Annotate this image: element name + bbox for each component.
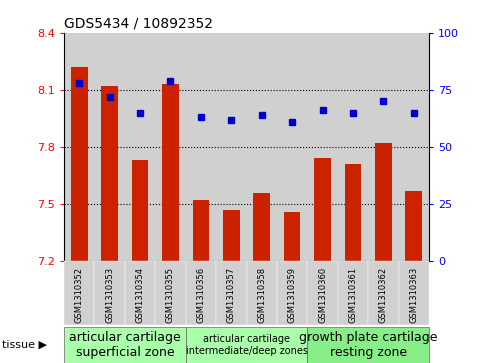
Bar xyxy=(375,143,391,261)
Text: articular cartilage
superficial zone: articular cartilage superficial zone xyxy=(69,331,181,359)
Text: GSM1310359: GSM1310359 xyxy=(287,267,297,323)
Text: growth plate cartilage
resting zone: growth plate cartilage resting zone xyxy=(299,331,437,359)
Bar xyxy=(132,160,148,261)
Bar xyxy=(64,33,95,261)
Text: GSM1310360: GSM1310360 xyxy=(318,267,327,323)
Text: GSM1310358: GSM1310358 xyxy=(257,267,266,323)
Text: GSM1310355: GSM1310355 xyxy=(166,267,175,323)
Text: GSM1310362: GSM1310362 xyxy=(379,267,388,323)
Bar xyxy=(368,33,398,261)
Bar xyxy=(246,33,277,261)
Bar xyxy=(284,212,300,261)
Bar xyxy=(345,164,361,261)
Bar xyxy=(277,33,307,261)
Text: GDS5434 / 10892352: GDS5434 / 10892352 xyxy=(64,16,213,30)
Text: GSM1310356: GSM1310356 xyxy=(196,267,206,323)
Text: GSM1310361: GSM1310361 xyxy=(349,267,357,323)
Bar xyxy=(95,33,125,261)
Bar xyxy=(216,33,246,261)
Text: GSM1310353: GSM1310353 xyxy=(105,267,114,323)
Bar xyxy=(125,33,155,261)
Text: articular cartilage
intermediate/deep zones: articular cartilage intermediate/deep zo… xyxy=(185,334,308,356)
Text: GSM1310354: GSM1310354 xyxy=(136,267,144,323)
Bar xyxy=(193,200,209,261)
Bar xyxy=(338,33,368,261)
Text: GSM1310363: GSM1310363 xyxy=(409,267,418,323)
Bar xyxy=(405,191,422,261)
Text: GSM1310352: GSM1310352 xyxy=(75,267,84,323)
Bar xyxy=(162,84,179,261)
Text: GSM1310357: GSM1310357 xyxy=(227,267,236,323)
Bar xyxy=(314,159,331,261)
Bar xyxy=(253,193,270,261)
Bar xyxy=(102,86,118,261)
Bar xyxy=(307,33,338,261)
Bar xyxy=(71,67,88,261)
Text: tissue ▶: tissue ▶ xyxy=(2,340,47,350)
Bar xyxy=(223,210,240,261)
Bar xyxy=(398,33,429,261)
Bar xyxy=(186,33,216,261)
Bar xyxy=(155,33,186,261)
